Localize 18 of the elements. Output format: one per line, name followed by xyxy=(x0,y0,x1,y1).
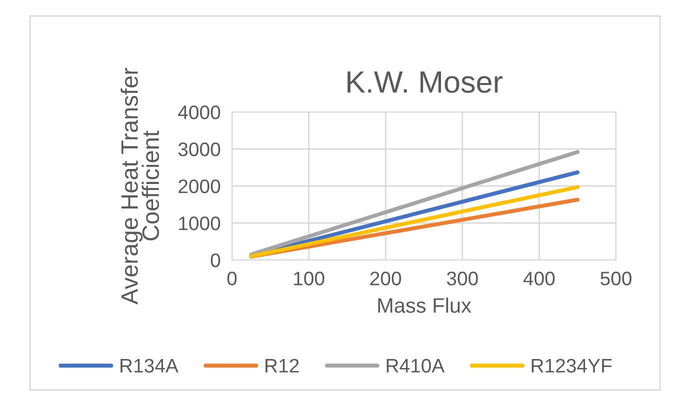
y-tick-label: 3000 xyxy=(178,142,220,156)
x-tick-label: 500 xyxy=(600,272,632,286)
y-tick-label: 0 xyxy=(210,253,220,268)
x-tick-label: 400 xyxy=(523,272,555,286)
y-axis-title: Average Heat Transfer Coefficient xyxy=(120,68,160,305)
x-tick-label: 300 xyxy=(446,272,478,286)
x-tick-label: 200 xyxy=(370,272,402,286)
y-tick-label: 4000 xyxy=(178,105,220,120)
legend-label: R1234YF xyxy=(532,358,612,373)
legend-label: R134A xyxy=(120,358,178,373)
x-tick-label: 0 xyxy=(227,272,237,286)
chart-title: K.W. Moser xyxy=(348,72,502,93)
x-axis-title: Mass Flux xyxy=(378,298,472,313)
y-tick-label: 2000 xyxy=(178,179,220,194)
legend-label: R410A xyxy=(386,358,445,373)
legend-label: R12 xyxy=(266,358,299,372)
x-tick-label: 100 xyxy=(294,272,324,286)
y-tick-label: 1000 xyxy=(179,216,220,230)
